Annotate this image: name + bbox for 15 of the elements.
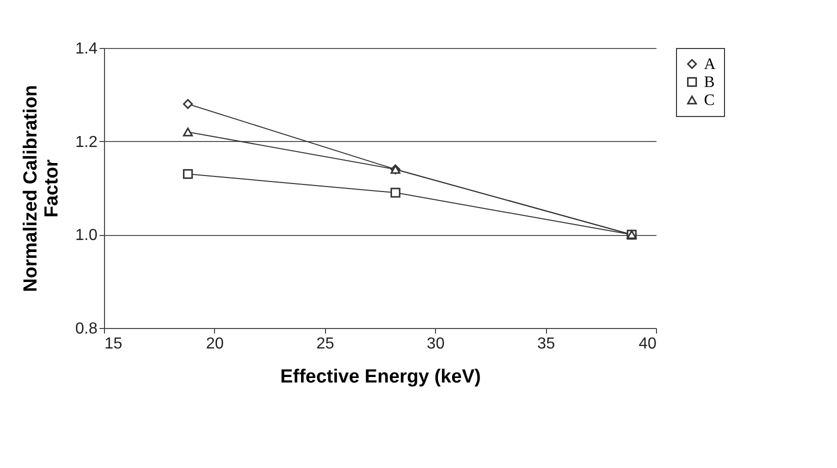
y-axis-title: Normalized Calibration Factor (20, 85, 62, 292)
legend-label: B (704, 74, 715, 91)
x-axis-title: Effective Energy (keV) (280, 366, 481, 388)
y-tick-label: 0.8 (75, 320, 98, 338)
x-tick-label: 40 (638, 336, 657, 352)
x-tick-label: 25 (316, 336, 334, 352)
legend-label: A (704, 56, 716, 73)
x-tick-label: 30 (426, 336, 445, 352)
legend-label: C (704, 92, 715, 109)
y-tick-label: 1.2 (75, 134, 98, 151)
x-tick-label: 35 (537, 336, 556, 352)
y-tick-label: 1.4 (75, 40, 98, 58)
x-tick-label: 20 (206, 336, 224, 352)
x-tick-label: 15 (104, 336, 122, 352)
y-tick-label: 1.0 (75, 227, 98, 244)
